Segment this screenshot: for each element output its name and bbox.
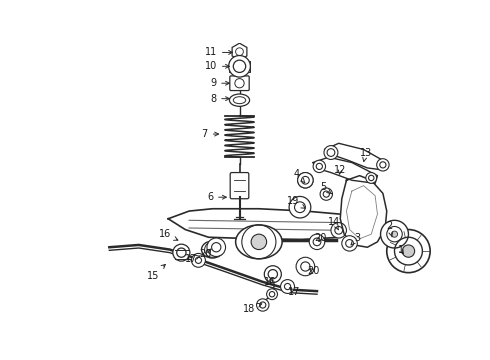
Circle shape (320, 188, 333, 200)
Ellipse shape (201, 241, 223, 258)
Circle shape (366, 172, 377, 183)
Text: 2: 2 (386, 221, 392, 237)
FancyBboxPatch shape (230, 172, 249, 199)
Circle shape (335, 226, 343, 234)
Circle shape (380, 162, 386, 168)
Text: 20: 20 (307, 266, 319, 276)
Text: 7: 7 (201, 129, 219, 139)
Circle shape (296, 257, 315, 276)
Circle shape (173, 244, 190, 261)
Circle shape (316, 163, 322, 170)
Circle shape (251, 234, 267, 249)
Text: 3: 3 (351, 233, 360, 245)
Text: 17: 17 (185, 254, 200, 264)
Text: 16: 16 (159, 229, 178, 240)
Circle shape (381, 220, 409, 248)
Circle shape (267, 289, 277, 300)
Text: 20: 20 (199, 249, 212, 259)
Ellipse shape (236, 225, 282, 259)
Polygon shape (168, 209, 352, 239)
Circle shape (323, 191, 329, 197)
Text: 14: 14 (328, 217, 340, 230)
FancyBboxPatch shape (230, 76, 249, 91)
Circle shape (324, 145, 338, 159)
Circle shape (327, 149, 335, 156)
Circle shape (177, 248, 186, 257)
Text: 20: 20 (315, 233, 327, 243)
Circle shape (257, 299, 269, 311)
Polygon shape (340, 176, 387, 247)
Circle shape (313, 160, 325, 172)
Circle shape (331, 222, 346, 238)
Circle shape (368, 175, 374, 181)
Circle shape (233, 60, 245, 72)
Text: 11: 11 (205, 48, 233, 58)
Text: 9: 9 (210, 78, 229, 88)
Circle shape (268, 270, 277, 279)
Ellipse shape (233, 97, 245, 104)
Circle shape (270, 292, 275, 297)
Circle shape (377, 159, 389, 171)
Circle shape (387, 230, 430, 273)
Text: 13: 13 (360, 148, 372, 162)
Polygon shape (232, 43, 247, 60)
Polygon shape (325, 143, 387, 170)
Text: 19: 19 (287, 196, 305, 208)
Text: 1: 1 (398, 244, 404, 255)
Circle shape (212, 243, 221, 252)
Circle shape (345, 239, 353, 247)
Circle shape (309, 234, 325, 249)
Ellipse shape (229, 94, 249, 106)
Circle shape (297, 172, 313, 188)
Text: 17: 17 (288, 287, 300, 297)
Circle shape (192, 253, 205, 267)
Circle shape (301, 262, 310, 271)
Text: 12: 12 (334, 165, 346, 175)
Circle shape (260, 302, 266, 308)
Text: 6: 6 (207, 192, 226, 202)
Text: 15: 15 (147, 265, 165, 281)
Text: 5: 5 (320, 182, 331, 194)
Circle shape (297, 172, 313, 188)
Text: 8: 8 (210, 94, 229, 104)
Polygon shape (313, 157, 377, 183)
Circle shape (285, 283, 291, 289)
Circle shape (229, 55, 250, 77)
Circle shape (264, 266, 281, 283)
Circle shape (342, 236, 357, 251)
Circle shape (402, 245, 415, 257)
Text: 10: 10 (205, 61, 229, 71)
Circle shape (301, 176, 309, 184)
Circle shape (196, 257, 201, 264)
Circle shape (313, 238, 321, 246)
Circle shape (207, 238, 225, 256)
Text: 18: 18 (243, 303, 262, 314)
Text: 4: 4 (294, 169, 305, 183)
Circle shape (392, 231, 397, 237)
Circle shape (289, 197, 311, 218)
Text: 16: 16 (265, 277, 277, 287)
Circle shape (281, 280, 294, 293)
